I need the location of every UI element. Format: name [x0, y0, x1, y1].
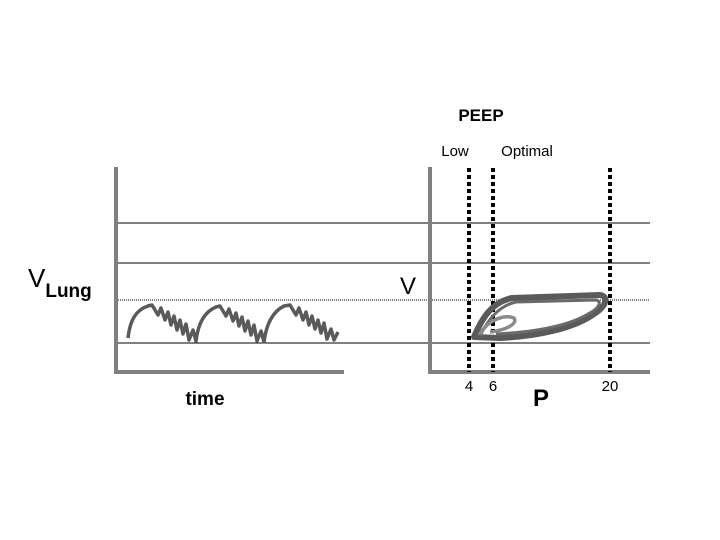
vlung-sub: Lung [45, 281, 91, 302]
pv-loop-inner [478, 298, 601, 337]
left-axes [114, 167, 344, 374]
lung-volume-waveform [126, 303, 340, 344]
pv-loop-outer [471, 292, 609, 341]
tick-20: 20 [602, 378, 619, 395]
pv-loop-small [478, 315, 517, 335]
p-label: P [533, 385, 549, 412]
peep-title: PEEP [458, 106, 503, 125]
v-label: V [400, 273, 416, 300]
low-label: Low [441, 143, 469, 160]
tick-6: 6 [489, 378, 497, 395]
optimal-label: Optimal [501, 143, 553, 160]
tick-4: 4 [465, 378, 473, 395]
right-axes [428, 167, 650, 374]
vlung-label: VLung [28, 263, 92, 302]
vlung-main: V [28, 263, 46, 293]
time-label: time [185, 389, 224, 410]
